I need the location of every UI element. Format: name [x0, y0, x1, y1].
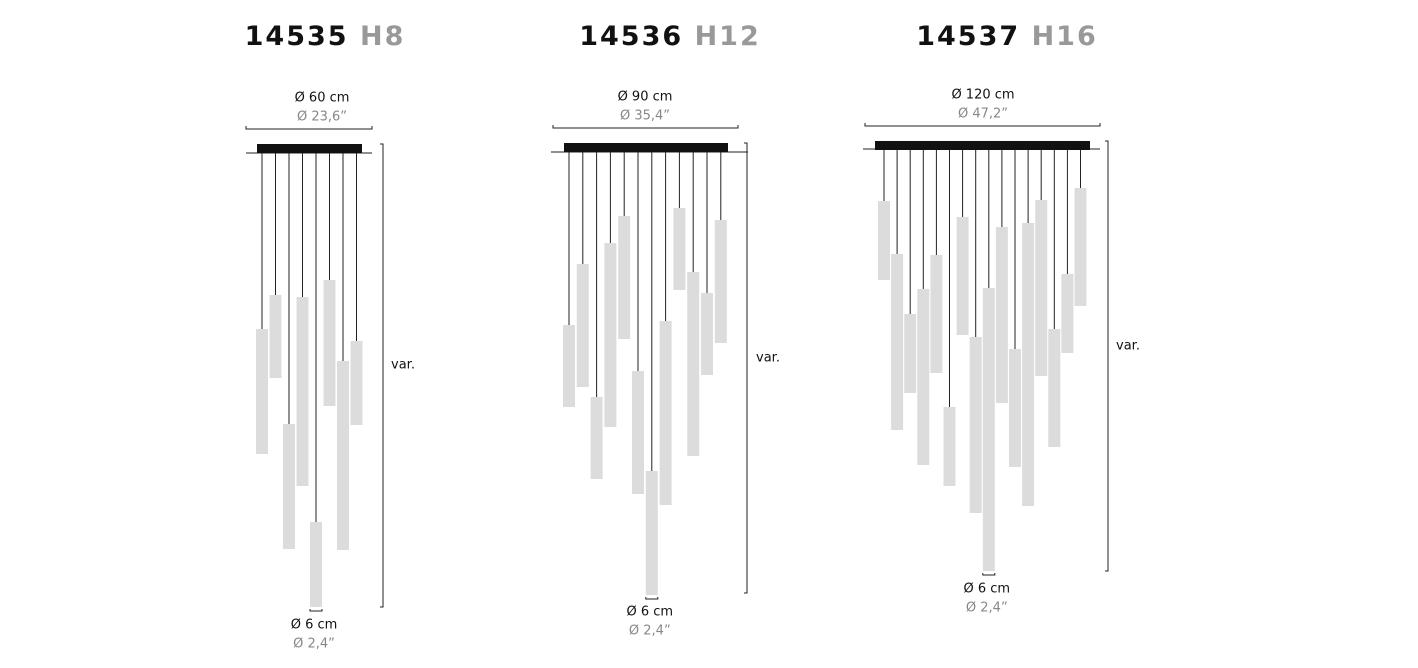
- tube: [673, 208, 686, 290]
- tube-dimension: [645, 597, 659, 600]
- model-code: 14535: [245, 21, 349, 52]
- tube: [1035, 200, 1048, 376]
- height-line: [380, 143, 384, 608]
- tube: [296, 297, 309, 486]
- tube: [687, 272, 700, 456]
- tube: [714, 220, 727, 343]
- product: 14535 H8 Ø 60 cm Ø 23,6” var. Ø 6 cm Ø 2,4”: [245, 21, 415, 652]
- product-title: 14535 H8: [245, 21, 406, 52]
- tube: [645, 471, 658, 595]
- model-version: H12: [695, 21, 761, 52]
- tube: [917, 289, 930, 465]
- canopy: [257, 144, 362, 153]
- tube: [659, 321, 672, 505]
- tube-in: Ø 2,4”: [293, 637, 335, 652]
- tube: [969, 337, 982, 513]
- product: 14537 H16 Ø 120 cm Ø 47,2” var. Ø 6 cm Ø 2,4”: [863, 21, 1140, 616]
- height-label: var.: [391, 358, 415, 373]
- tube: [618, 216, 631, 339]
- height-label: var.: [756, 351, 780, 366]
- tube: [323, 280, 336, 406]
- tube: [563, 325, 575, 407]
- tube: [590, 397, 603, 479]
- tube-dimension: [309, 609, 323, 612]
- tube: [943, 407, 956, 486]
- tube: [904, 314, 917, 393]
- tube: [930, 255, 943, 373]
- tube: [995, 227, 1008, 403]
- tube-dimension: [982, 573, 996, 576]
- diameter-in: Ø 23,6”: [297, 110, 347, 125]
- tube: [878, 201, 890, 280]
- tube-in: Ø 2,4”: [629, 624, 671, 639]
- model-code: 14536: [579, 21, 683, 52]
- model-code: 14537: [916, 21, 1020, 52]
- product-title: 14536 H12: [579, 21, 761, 52]
- product-title: 14537 H16: [916, 21, 1098, 52]
- canopy: [875, 141, 1090, 150]
- height-label: var.: [1116, 339, 1140, 354]
- tube: [310, 522, 322, 607]
- model-version: H16: [1032, 21, 1098, 52]
- tube-cm: Ø 6 cm: [291, 618, 338, 633]
- diameter-in: Ø 35,4”: [620, 109, 670, 124]
- tube: [604, 243, 617, 427]
- dimension-line: [245, 126, 373, 130]
- tube: [1009, 349, 1021, 467]
- model-version: H8: [360, 21, 405, 52]
- tube-in: Ø 2,4”: [966, 601, 1008, 616]
- tube: [956, 217, 969, 335]
- tube: [1061, 274, 1074, 353]
- tube-cm: Ø 6 cm: [627, 605, 674, 620]
- tube-cm: Ø 6 cm: [964, 582, 1011, 597]
- tube: [982, 288, 995, 571]
- diameter-cm: Ø 90 cm: [618, 90, 673, 105]
- tube: [1022, 223, 1035, 506]
- tube: [350, 341, 363, 425]
- tube: [1048, 329, 1061, 447]
- tube: [1074, 188, 1087, 306]
- tube: [337, 361, 349, 550]
- dimension-line: [552, 125, 739, 129]
- tube: [632, 371, 644, 494]
- diameter-cm: Ø 60 cm: [295, 91, 350, 106]
- tube: [701, 293, 713, 375]
- tube: [891, 254, 904, 430]
- tube: [269, 295, 282, 378]
- product: 14536 H12 Ø 90 cm Ø 35,4” var. Ø 6 cm Ø 2,4”: [551, 21, 780, 639]
- canopy: [564, 143, 728, 152]
- diameter-cm: Ø 120 cm: [951, 88, 1014, 103]
- tube: [283, 424, 295, 549]
- tube: [576, 264, 589, 387]
- dimension-line: [864, 123, 1101, 127]
- height-line: [744, 142, 748, 594]
- tube: [256, 329, 268, 454]
- height-line: [1105, 140, 1109, 572]
- diameter-in: Ø 47,2”: [958, 107, 1008, 122]
